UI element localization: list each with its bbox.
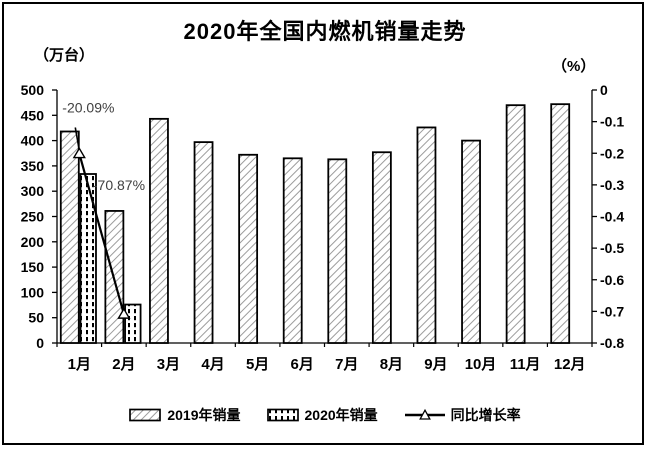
legend-label-2020: 2020年销量	[304, 407, 378, 423]
legend-label-growth: 同比增长率	[450, 407, 521, 423]
right-tick-label: -0.4	[600, 209, 624, 225]
bar-2019-m1	[59, 130, 80, 344]
bar-2019-m4	[193, 141, 214, 344]
legend-swatch-hatch-icon	[129, 408, 162, 422]
left-tick-label: 0	[36, 335, 44, 351]
right-tick-label: 0	[600, 82, 608, 98]
legend-item-2019: 2019年销量	[129, 405, 241, 425]
right-tick-label: -0.2	[600, 145, 624, 161]
bar-2019-m10	[461, 139, 481, 344]
legend-item-2020: 2020年销量	[266, 405, 378, 425]
x-category-label: 5月	[246, 356, 269, 373]
right-tick-label: -0.6	[600, 272, 624, 288]
x-category-label: 9月	[424, 356, 447, 373]
triangle-marker	[72, 146, 86, 159]
growth-line	[72, 146, 131, 319]
left-tick-label: 200	[21, 234, 45, 250]
x-category-label: 6月	[291, 356, 314, 373]
right-axis-ticks: 0 -0.1 -0.2 -0.3 -0.4 -0.5 -0.6 -0.7 -0.8	[592, 82, 624, 351]
left-tick-label: 350	[21, 158, 45, 174]
bar-2020-m2	[124, 303, 142, 344]
x-category-label: 8月	[380, 356, 403, 373]
annotation-label: -20.09%	[62, 100, 114, 116]
bar-2019-m3	[149, 117, 169, 344]
annotation-leader-line	[74, 127, 80, 148]
left-tick-label: 100	[21, 284, 45, 300]
x-category-label: 7月	[335, 356, 358, 373]
x-category-label: 3月	[157, 356, 180, 373]
x-category-label: 2月	[112, 356, 135, 373]
left-tick-label: 150	[21, 259, 45, 275]
x-axis-ticks: 1月 2月 3月 4月 5月 6月 7月 8月 9月 10月 11月 12月	[56, 343, 593, 373]
annotation-label: -70.87%	[93, 177, 145, 193]
bar-2020-m1	[79, 173, 97, 344]
x-category-label: 10月	[465, 356, 497, 373]
bar-2019-m5	[238, 153, 259, 344]
left-tick-label: 300	[21, 183, 45, 199]
legend-item-growth: 同比增长率	[404, 405, 521, 425]
right-tick-label: -0.8	[600, 335, 624, 351]
x-category-label: 11月	[510, 356, 541, 373]
bar-2019-m6	[282, 157, 303, 344]
right-tick-label: -0.3	[600, 177, 624, 193]
bar-2019-m11	[505, 104, 526, 344]
bar-2019-m12	[550, 103, 571, 344]
legend-label-2019: 2019年销量	[167, 407, 241, 423]
bars-2020	[79, 173, 142, 344]
bars-2019	[59, 103, 571, 344]
left-tick-label: 50	[28, 310, 44, 326]
right-tick-label: -0.5	[600, 240, 624, 256]
x-category-label: 12月	[554, 356, 586, 373]
growth-polyline	[78, 153, 125, 315]
right-tick-label: -0.1	[600, 114, 624, 130]
bar-2019-m7	[327, 158, 348, 344]
legend-swatch-line-triangle-icon	[404, 408, 445, 420]
annotations: -20.09% -70.87%	[62, 100, 145, 194]
legend-swatch-dots-icon	[266, 408, 299, 422]
x-category-label: 4月	[201, 356, 224, 373]
left-tick-label: 500	[21, 82, 45, 98]
left-tick-label: 250	[21, 209, 45, 225]
right-axis-unit-label: （%）	[552, 58, 596, 75]
x-category-label: 1月	[68, 356, 91, 373]
bar-2019-m8	[371, 151, 392, 344]
left-tick-label: 400	[21, 133, 45, 149]
triangle-marker	[117, 307, 131, 319]
legend: 2019年销量 2020年销量 同比增长率	[0, 405, 650, 425]
chart-title: 2020年全国内燃机销量走势	[183, 19, 467, 44]
left-tick-label: 450	[21, 107, 45, 123]
bar-2019-m9	[416, 126, 437, 344]
right-tick-label: -0.7	[600, 303, 624, 319]
left-axis-unit-label: （万台）	[34, 47, 95, 64]
